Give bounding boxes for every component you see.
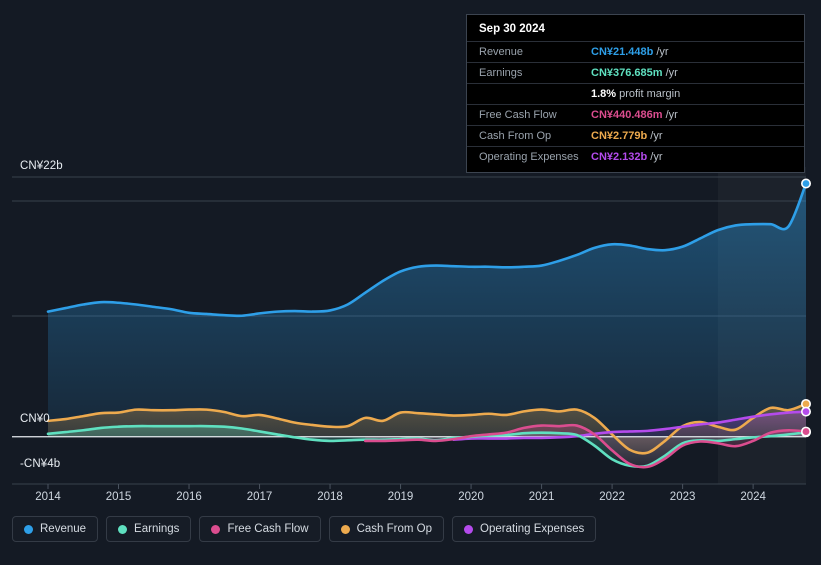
legend-item-revenue[interactable]: Revenue: [12, 516, 99, 542]
tooltip-row-unit: /yr: [665, 67, 678, 79]
tooltip-row: Operating Expenses CN¥2.132b/yr: [467, 146, 804, 167]
tooltip-row-value: CN¥2.779b: [591, 130, 648, 142]
x-axis-label-2020: 2020: [458, 491, 484, 503]
tooltip-row: Revenue CN¥21.448b/yr: [467, 41, 804, 62]
tooltip-row-value: CN¥440.486m: [591, 109, 663, 121]
legend-color-dot: [118, 524, 128, 534]
legend-color-dot: [464, 524, 474, 534]
legend-item-cash-from-op[interactable]: Cash From Op: [328, 516, 445, 542]
tooltip-row-value: CN¥21.448b: [591, 46, 654, 58]
x-axis-label-2023: 2023: [669, 491, 696, 503]
x-axis-label-2024: 2024: [740, 491, 766, 503]
legend-label: Earnings: [134, 523, 180, 535]
legend-label: Operating Expenses: [480, 523, 585, 535]
tooltip-row-label: Revenue: [479, 46, 524, 58]
legend-label: Cash From Op: [356, 523, 433, 535]
legend-item-operating-expenses[interactable]: Operating Expenses: [452, 516, 597, 542]
tooltip-row-label: Cash From Op: [479, 130, 552, 142]
tooltip-date: Sep 30 2024: [479, 23, 545, 35]
y-axis-label-top: CN¥22b: [20, 160, 63, 172]
legend-item-earnings[interactable]: Earnings: [106, 516, 192, 542]
legend-color-dot: [340, 524, 350, 534]
tooltip-rows: Revenue CN¥21.448b/yr Earnings CN¥376.685m /…: [467, 41, 804, 167]
tooltip-row: Free Cash Flow CN¥440.486m/yr: [467, 104, 804, 125]
tooltip-row-unit: /yr: [650, 130, 663, 142]
tooltip-row-unit: /yr: [650, 151, 663, 163]
tooltip-row-value: CN¥376.685m: [591, 67, 663, 79]
y-axis-label-zero: CN¥0: [20, 413, 50, 425]
x-axis-label-2018: 2018: [317, 491, 343, 503]
x-axis-label-2022: 2022: [599, 491, 625, 503]
legend-label: Free Cash Flow: [227, 523, 309, 535]
tooltip-row-value: CN¥2.132b: [591, 151, 648, 163]
tooltip-row-unit: profit margin: [619, 88, 681, 100]
tooltip-row-label: Earnings: [479, 67, 523, 79]
y-axis-label-bottom: -CN¥4b: [20, 458, 61, 470]
tooltip-row-label: Operating Expenses: [479, 151, 579, 163]
tooltip-row: Earnings CN¥376.685m/yr: [467, 62, 804, 83]
chart-tooltip: Sep 30 2024 Revenue CN¥21.448b/yr Earnings…: [466, 14, 805, 173]
legend-color-dot: [24, 524, 33, 534]
x-axis-label-2016: 2016: [176, 491, 202, 503]
x-axis-label-2021: 2021: [528, 491, 555, 503]
tooltip-row-label: Free Cash Flow: [479, 109, 557, 121]
x-axis-label-2014: 2014: [35, 491, 61, 503]
chart-legend: Revenue Earnings Free Cash Flow Cash From O…: [12, 516, 597, 542]
x-axis-label-2017: 2017: [246, 491, 273, 503]
legend-color-dot: [211, 524, 221, 534]
legend-item-free-cash-flow[interactable]: Free Cash Flow: [199, 516, 321, 542]
tooltip-row-unit: /yr: [656, 46, 669, 58]
x-axis-label-2019: 2019: [387, 491, 414, 503]
legend-label: Revenue: [40, 523, 87, 535]
tooltip-row: 1.8% profit margin: [467, 83, 804, 104]
tooltip-row: Cash From Op CN¥2.779b/yr: [467, 125, 804, 146]
tooltip-row-value: 1.8%: [591, 88, 617, 100]
x-axis-label-2015: 2015: [105, 491, 132, 503]
tooltip-row-unit: /yr: [665, 109, 678, 121]
